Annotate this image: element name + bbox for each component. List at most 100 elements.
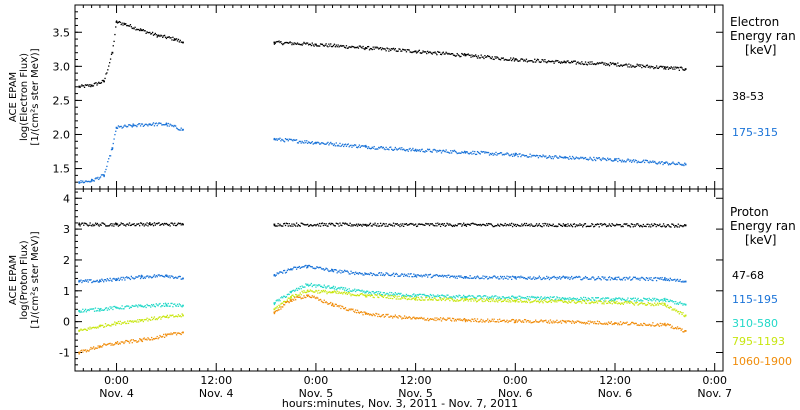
x-tick-time-label: 0:00 (104, 374, 129, 387)
data-point (338, 306, 340, 308)
data-point (306, 294, 309, 297)
data-point (323, 291, 325, 293)
data-point (498, 297, 500, 299)
data-point (354, 294, 356, 297)
data-point (345, 309, 348, 311)
data-point (384, 315, 386, 318)
data-point (606, 279, 608, 281)
data-point (656, 298, 659, 301)
data-point (81, 222, 83, 224)
data-point (507, 59, 509, 61)
data-point (325, 143, 327, 145)
data-point (109, 277, 111, 280)
proton-legend-115-195: 115-195 (732, 293, 778, 306)
data-point (523, 318, 526, 321)
data-point (116, 341, 119, 343)
data-point (596, 62, 599, 64)
data-point (463, 318, 466, 320)
electron-series-175-315 (78, 122, 687, 184)
data-point (92, 281, 94, 283)
data-point (677, 67, 680, 69)
data-point (543, 225, 545, 227)
data-point (301, 222, 303, 225)
data-point (683, 69, 685, 71)
data-point (638, 303, 640, 305)
data-point (666, 162, 669, 164)
data-point (295, 139, 298, 141)
data-point (311, 225, 313, 227)
data-point (348, 291, 350, 294)
data-point (406, 224, 409, 226)
data-point (631, 278, 634, 280)
data-point (661, 161, 663, 163)
data-point (341, 305, 343, 307)
data-point (320, 285, 323, 288)
data-point (130, 125, 133, 127)
data-point (455, 300, 457, 302)
data-point (315, 142, 317, 145)
data-point (557, 299, 559, 301)
data-point (151, 123, 154, 125)
data-point (407, 317, 409, 319)
data-point (152, 122, 155, 124)
data-point (287, 225, 289, 227)
data-point (540, 61, 542, 63)
data-point (672, 68, 674, 70)
data-point (355, 146, 358, 148)
data-point (273, 138, 276, 141)
data-point (627, 297, 629, 299)
data-point (631, 223, 633, 226)
data-point (309, 296, 312, 298)
data-point (565, 322, 567, 324)
data-point (438, 51, 440, 53)
data-point (521, 154, 523, 156)
data-point (562, 275, 565, 277)
data-point (367, 290, 369, 292)
data-point (485, 299, 487, 301)
data-point (655, 304, 658, 306)
data-point (151, 223, 153, 226)
data-point (649, 224, 651, 226)
data-point (593, 302, 595, 304)
data-point (402, 317, 404, 319)
data-point (566, 298, 568, 300)
data-point (591, 223, 593, 225)
data-point (473, 54, 475, 57)
data-point (487, 300, 490, 303)
data-point (353, 145, 355, 147)
data-point (275, 307, 277, 309)
data-point (474, 55, 476, 57)
data-point (84, 222, 86, 224)
proton-ylabel-line1: ACE EPAM (8, 255, 19, 305)
data-point (381, 294, 384, 296)
data-point (395, 148, 397, 150)
data-point (561, 297, 564, 299)
data-point (274, 310, 277, 313)
data-point (133, 278, 135, 280)
data-point (307, 142, 309, 144)
data-point (117, 225, 120, 227)
data-point (388, 294, 390, 296)
data-point (276, 305, 278, 308)
data-point (487, 222, 490, 225)
data-point (578, 300, 580, 303)
data-point (431, 318, 433, 320)
data-point (334, 269, 337, 271)
data-point (361, 293, 363, 295)
data-point (332, 291, 335, 293)
data-point (305, 264, 307, 267)
data-point (595, 301, 597, 304)
data-point (438, 318, 440, 320)
data-point (306, 42, 308, 44)
data-point (463, 224, 466, 227)
data-point (137, 341, 139, 343)
data-point (544, 296, 546, 298)
data-point (139, 304, 142, 306)
data-point (537, 300, 540, 302)
data-point (644, 66, 647, 68)
data-point (526, 278, 529, 280)
data-point (101, 222, 103, 224)
data-point (150, 124, 152, 126)
data-point (459, 299, 461, 302)
data-point (559, 223, 561, 225)
